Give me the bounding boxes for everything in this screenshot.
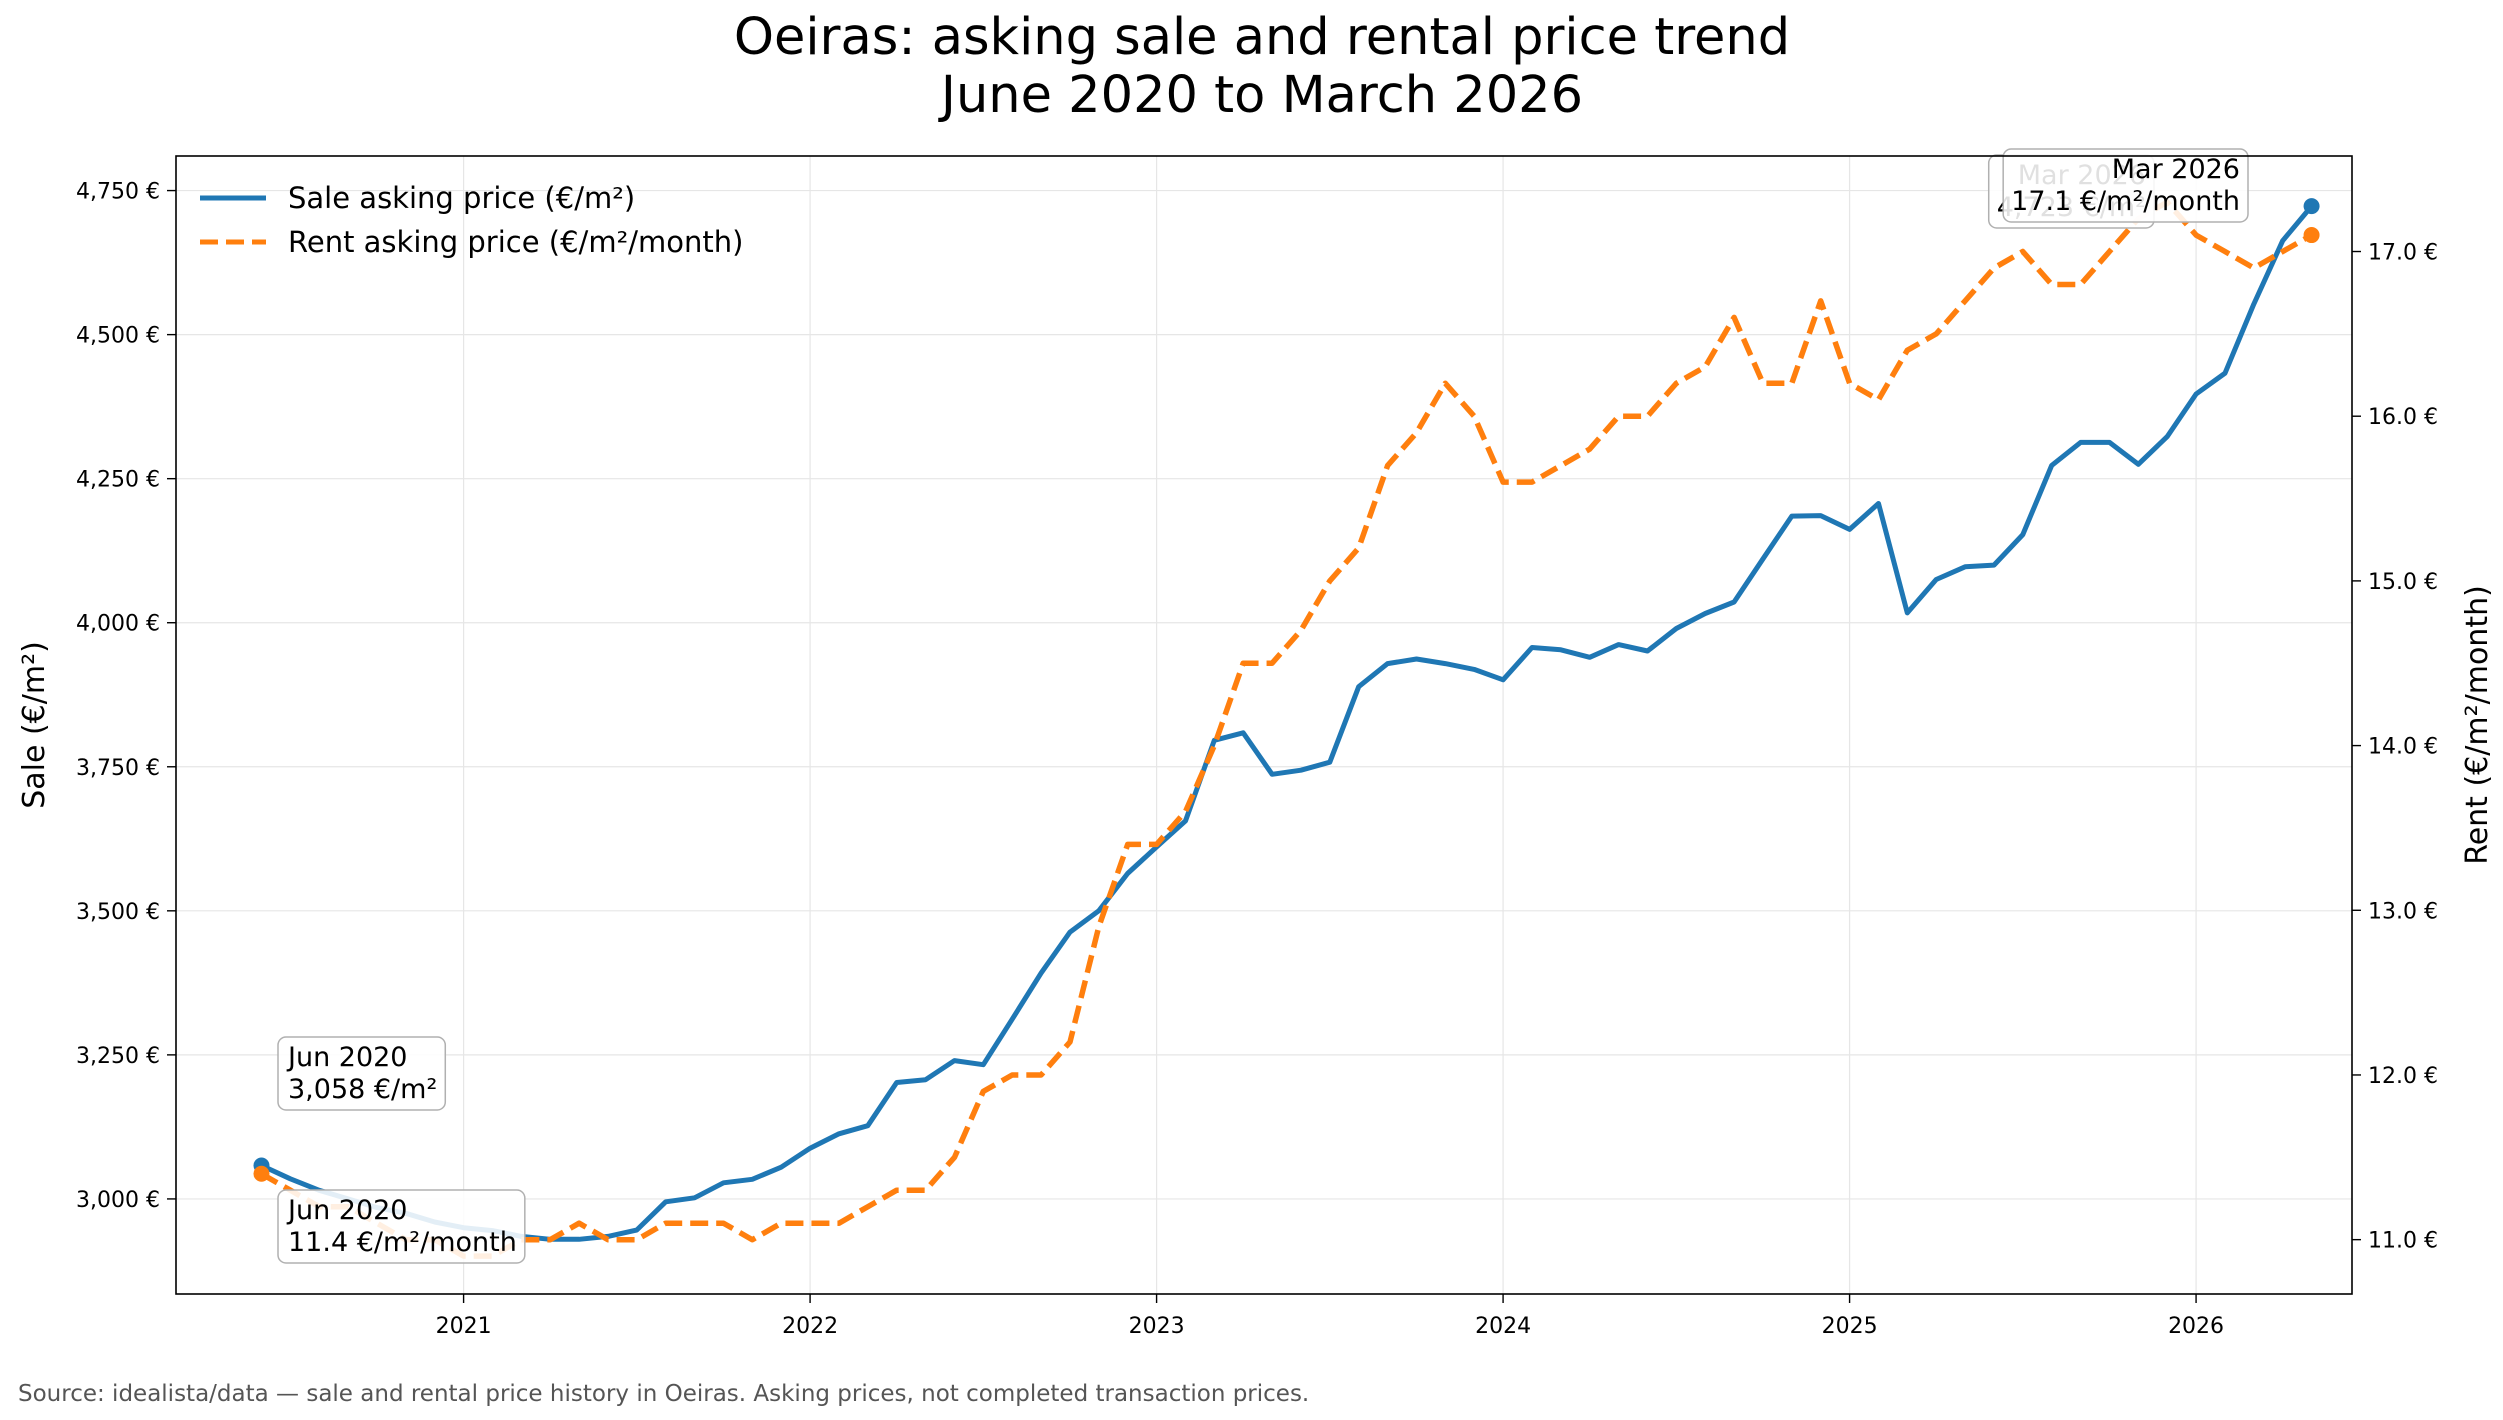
tick-label-x: 2021 xyxy=(436,1314,492,1339)
tick-label-left: 3,000 € xyxy=(76,1188,160,1213)
tick-label-left: 4,750 € xyxy=(76,180,160,205)
left-axis: 3,000 € 3,250 € 3,500 € 3,750 € 4,000 € 4,250… xyxy=(76,180,176,1213)
rent-start-marker xyxy=(253,1165,270,1182)
legend-rent-label: Rent asking price (€/m²/month) xyxy=(288,225,743,259)
annotation-text: 3,058 €/m² xyxy=(288,1074,437,1105)
legend: Sale asking price (€/m²) Rent asking pri… xyxy=(200,181,743,259)
plot-frame xyxy=(175,155,2353,1295)
right-axis-label: Rent (€/m²/month) xyxy=(2460,585,2495,865)
tick-label-x: 2025 xyxy=(1822,1314,1878,1339)
chart-subtitle: June 2020 to March 2026 xyxy=(938,66,1583,125)
tick-label-left: 4,500 € xyxy=(76,324,160,349)
annotation-box xyxy=(277,1189,526,1264)
tick-label-x: 2026 xyxy=(2168,1314,2224,1339)
annotation-box xyxy=(277,1036,447,1111)
grid xyxy=(176,156,2352,1294)
annotation-box xyxy=(2002,148,2249,223)
rent-price-line xyxy=(260,199,2313,1259)
tick-label-left: 3,500 € xyxy=(76,900,160,925)
tick-label-right: 13.0 € xyxy=(2368,899,2438,924)
right-axis: 11.0 € 12.0 € 13.0 € 14.0 € 15.0 € 16.0 € 17.0… xyxy=(2352,241,2438,1254)
tick-label-right: 11.0 € xyxy=(2368,1229,2438,1254)
sale-end-marker xyxy=(2303,198,2320,215)
x-axis: 2021 2022 2023 2024 2025 2026 xyxy=(436,1294,2224,1339)
series-layer xyxy=(253,198,2320,1259)
left-axis-label: Sale (€/m²) xyxy=(17,641,52,809)
tick-label-right: 17.0 € xyxy=(2368,241,2438,266)
tick-label-x: 2024 xyxy=(1475,1314,1531,1339)
tick-label-left: 4,000 € xyxy=(76,612,160,637)
annotation-text: 11.4 €/m²/month xyxy=(288,1227,517,1258)
tick-label-right: 12.0 € xyxy=(2368,1064,2438,1089)
tick-label-right: 16.0 € xyxy=(2368,405,2438,430)
annotation-text: 17.1 €/m²/month xyxy=(2011,186,2240,217)
annotation-text: Jun 2020 xyxy=(286,1195,407,1226)
tick-label-x: 2023 xyxy=(1129,1314,1185,1339)
tick-label-left: 3,250 € xyxy=(76,1044,160,1069)
tick-label-left: 4,250 € xyxy=(76,468,160,493)
annotation-text: Mar 2026 xyxy=(2112,154,2240,185)
tick-label-right: 14.0 € xyxy=(2368,735,2438,760)
chart-title: Oeiras: asking sale and rental price tre… xyxy=(734,8,1790,67)
tick-label-left: 3,750 € xyxy=(76,756,160,781)
legend-sale-label: Sale asking price (€/m²) xyxy=(288,181,635,215)
rent-end-marker xyxy=(2303,227,2320,244)
annotation-text: Jun 2020 xyxy=(286,1042,407,1073)
tick-label-x: 2022 xyxy=(782,1314,838,1339)
tick-label-right: 15.0 € xyxy=(2368,570,2438,595)
source-note: Source: idealista/data — sale and rental… xyxy=(18,1381,1309,1407)
